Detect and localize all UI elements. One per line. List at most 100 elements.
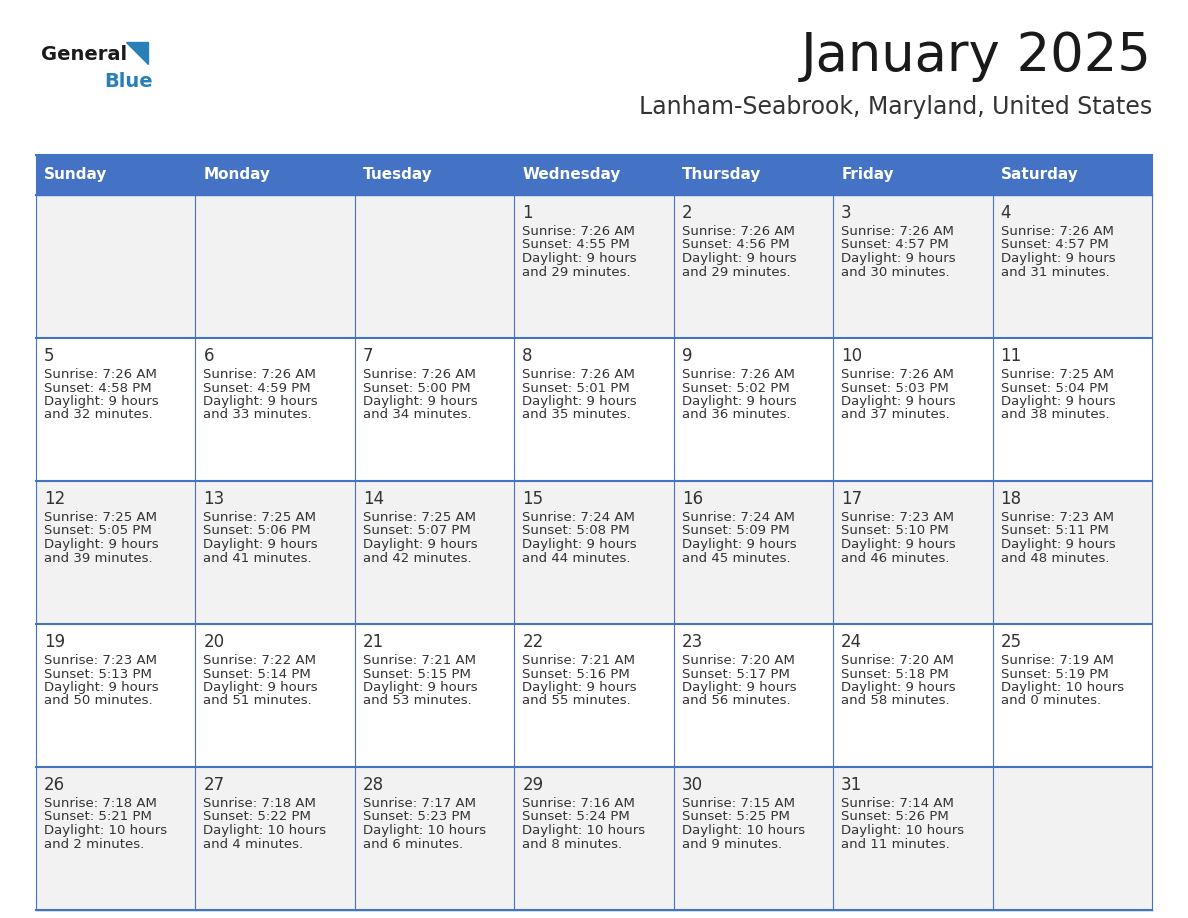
Text: and 11 minutes.: and 11 minutes. bbox=[841, 837, 950, 850]
Text: 7: 7 bbox=[362, 347, 373, 365]
Text: Sunset: 5:17 PM: Sunset: 5:17 PM bbox=[682, 667, 790, 680]
Text: 17: 17 bbox=[841, 490, 862, 508]
Text: Daylight: 9 hours: Daylight: 9 hours bbox=[841, 538, 956, 551]
Text: Daylight: 9 hours: Daylight: 9 hours bbox=[523, 395, 637, 408]
Text: Daylight: 9 hours: Daylight: 9 hours bbox=[682, 538, 796, 551]
Text: Sunset: 5:01 PM: Sunset: 5:01 PM bbox=[523, 382, 630, 395]
Text: Daylight: 9 hours: Daylight: 9 hours bbox=[523, 252, 637, 265]
Text: Sunset: 5:06 PM: Sunset: 5:06 PM bbox=[203, 524, 311, 538]
Text: and 50 minutes.: and 50 minutes. bbox=[44, 695, 152, 708]
Text: Sunset: 5:22 PM: Sunset: 5:22 PM bbox=[203, 811, 311, 823]
Text: and 34 minutes.: and 34 minutes. bbox=[362, 409, 472, 421]
Text: Sunrise: 7:14 AM: Sunrise: 7:14 AM bbox=[841, 797, 954, 810]
Bar bbox=[36, 481, 1152, 624]
Text: Daylight: 9 hours: Daylight: 9 hours bbox=[362, 538, 478, 551]
Text: and 55 minutes.: and 55 minutes. bbox=[523, 695, 631, 708]
Text: Sunrise: 7:20 AM: Sunrise: 7:20 AM bbox=[841, 654, 954, 667]
Text: Daylight: 9 hours: Daylight: 9 hours bbox=[1000, 252, 1116, 265]
Text: Daylight: 9 hours: Daylight: 9 hours bbox=[682, 395, 796, 408]
Text: 27: 27 bbox=[203, 776, 225, 794]
Text: Sunset: 5:07 PM: Sunset: 5:07 PM bbox=[362, 524, 470, 538]
Text: and 29 minutes.: and 29 minutes. bbox=[682, 265, 790, 278]
Text: Wednesday: Wednesday bbox=[523, 167, 620, 183]
Text: Sunrise: 7:18 AM: Sunrise: 7:18 AM bbox=[203, 797, 316, 810]
Text: and 33 minutes.: and 33 minutes. bbox=[203, 409, 312, 421]
Text: Blue: Blue bbox=[105, 72, 152, 91]
Text: 1: 1 bbox=[523, 204, 533, 222]
Text: Sunrise: 7:18 AM: Sunrise: 7:18 AM bbox=[44, 797, 157, 810]
Text: Sunrise: 7:25 AM: Sunrise: 7:25 AM bbox=[362, 511, 476, 524]
Text: and 56 minutes.: and 56 minutes. bbox=[682, 695, 790, 708]
Text: General: General bbox=[42, 45, 127, 64]
Text: Daylight: 10 hours: Daylight: 10 hours bbox=[203, 824, 327, 837]
Text: 30: 30 bbox=[682, 776, 703, 794]
Text: Sunset: 5:10 PM: Sunset: 5:10 PM bbox=[841, 524, 949, 538]
Text: and 9 minutes.: and 9 minutes. bbox=[682, 837, 782, 850]
Text: Sunset: 5:08 PM: Sunset: 5:08 PM bbox=[523, 524, 630, 538]
Text: 31: 31 bbox=[841, 776, 862, 794]
Text: and 44 minutes.: and 44 minutes. bbox=[523, 552, 631, 565]
Text: Daylight: 9 hours: Daylight: 9 hours bbox=[203, 538, 318, 551]
Text: Daylight: 10 hours: Daylight: 10 hours bbox=[1000, 681, 1124, 694]
Text: 12: 12 bbox=[44, 490, 65, 508]
Text: Sunrise: 7:24 AM: Sunrise: 7:24 AM bbox=[682, 511, 795, 524]
Text: Daylight: 10 hours: Daylight: 10 hours bbox=[682, 824, 804, 837]
Text: Sunset: 4:55 PM: Sunset: 4:55 PM bbox=[523, 239, 630, 252]
Text: 16: 16 bbox=[682, 490, 703, 508]
Text: and 35 minutes.: and 35 minutes. bbox=[523, 409, 631, 421]
Text: Sunset: 5:18 PM: Sunset: 5:18 PM bbox=[841, 667, 949, 680]
Text: Sunrise: 7:25 AM: Sunrise: 7:25 AM bbox=[44, 511, 157, 524]
Text: Sunset: 5:25 PM: Sunset: 5:25 PM bbox=[682, 811, 790, 823]
Text: Sunset: 5:19 PM: Sunset: 5:19 PM bbox=[1000, 667, 1108, 680]
Text: Sunrise: 7:26 AM: Sunrise: 7:26 AM bbox=[523, 225, 636, 238]
Text: Sunset: 5:21 PM: Sunset: 5:21 PM bbox=[44, 811, 152, 823]
Text: 20: 20 bbox=[203, 633, 225, 651]
Text: Daylight: 9 hours: Daylight: 9 hours bbox=[362, 681, 478, 694]
Text: 24: 24 bbox=[841, 633, 862, 651]
Text: Sunset: 4:57 PM: Sunset: 4:57 PM bbox=[841, 239, 949, 252]
Text: Tuesday: Tuesday bbox=[362, 167, 432, 183]
Text: 22: 22 bbox=[523, 633, 544, 651]
Text: Sunset: 5:02 PM: Sunset: 5:02 PM bbox=[682, 382, 790, 395]
Text: Sunset: 5:05 PM: Sunset: 5:05 PM bbox=[44, 524, 152, 538]
Text: 28: 28 bbox=[362, 776, 384, 794]
Text: Sunset: 5:04 PM: Sunset: 5:04 PM bbox=[1000, 382, 1108, 395]
Text: and 36 minutes.: and 36 minutes. bbox=[682, 409, 790, 421]
Text: Sunset: 4:56 PM: Sunset: 4:56 PM bbox=[682, 239, 789, 252]
Text: Lanham-Seabrook, Maryland, United States: Lanham-Seabrook, Maryland, United States bbox=[639, 95, 1152, 119]
Text: 26: 26 bbox=[44, 776, 65, 794]
Text: and 6 minutes.: and 6 minutes. bbox=[362, 837, 463, 850]
Text: Sunset: 4:59 PM: Sunset: 4:59 PM bbox=[203, 382, 311, 395]
Text: Sunrise: 7:26 AM: Sunrise: 7:26 AM bbox=[1000, 225, 1113, 238]
Text: 8: 8 bbox=[523, 347, 532, 365]
Text: 13: 13 bbox=[203, 490, 225, 508]
Text: and 41 minutes.: and 41 minutes. bbox=[203, 552, 312, 565]
Text: Sunrise: 7:24 AM: Sunrise: 7:24 AM bbox=[523, 511, 636, 524]
Text: Daylight: 9 hours: Daylight: 9 hours bbox=[44, 538, 159, 551]
Text: Sunrise: 7:26 AM: Sunrise: 7:26 AM bbox=[682, 368, 795, 381]
Text: and 29 minutes.: and 29 minutes. bbox=[523, 265, 631, 278]
Text: and 58 minutes.: and 58 minutes. bbox=[841, 695, 949, 708]
Bar bbox=[36, 338, 1152, 481]
Text: Daylight: 9 hours: Daylight: 9 hours bbox=[1000, 538, 1116, 551]
Text: Sunset: 5:11 PM: Sunset: 5:11 PM bbox=[1000, 524, 1108, 538]
Text: and 8 minutes.: and 8 minutes. bbox=[523, 837, 623, 850]
Text: Sunset: 5:14 PM: Sunset: 5:14 PM bbox=[203, 667, 311, 680]
Text: January 2025: January 2025 bbox=[801, 30, 1152, 82]
Text: Sunrise: 7:25 AM: Sunrise: 7:25 AM bbox=[1000, 368, 1113, 381]
Text: and 32 minutes.: and 32 minutes. bbox=[44, 409, 153, 421]
Text: Monday: Monday bbox=[203, 167, 271, 183]
Text: Sunrise: 7:15 AM: Sunrise: 7:15 AM bbox=[682, 797, 795, 810]
Text: Daylight: 9 hours: Daylight: 9 hours bbox=[1000, 395, 1116, 408]
Text: and 45 minutes.: and 45 minutes. bbox=[682, 552, 790, 565]
Text: and 48 minutes.: and 48 minutes. bbox=[1000, 552, 1110, 565]
Text: Daylight: 9 hours: Daylight: 9 hours bbox=[362, 395, 478, 408]
Text: and 31 minutes.: and 31 minutes. bbox=[1000, 265, 1110, 278]
Text: Daylight: 10 hours: Daylight: 10 hours bbox=[362, 824, 486, 837]
Text: 10: 10 bbox=[841, 347, 862, 365]
Text: Sunrise: 7:17 AM: Sunrise: 7:17 AM bbox=[362, 797, 476, 810]
Text: Daylight: 10 hours: Daylight: 10 hours bbox=[44, 824, 168, 837]
Text: Sunrise: 7:26 AM: Sunrise: 7:26 AM bbox=[44, 368, 157, 381]
Text: and 4 minutes.: and 4 minutes. bbox=[203, 837, 304, 850]
Text: and 2 minutes.: and 2 minutes. bbox=[44, 837, 144, 850]
